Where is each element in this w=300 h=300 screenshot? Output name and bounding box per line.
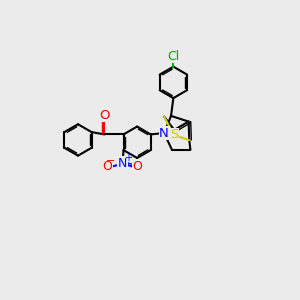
Text: O: O: [132, 160, 142, 173]
Text: O: O: [99, 109, 110, 122]
Text: N: N: [118, 157, 127, 170]
Text: N: N: [159, 127, 169, 140]
Text: −: −: [106, 156, 115, 166]
Text: +: +: [124, 153, 132, 164]
Text: S: S: [170, 128, 178, 141]
Text: Cl: Cl: [167, 50, 179, 63]
Text: O: O: [103, 160, 112, 173]
